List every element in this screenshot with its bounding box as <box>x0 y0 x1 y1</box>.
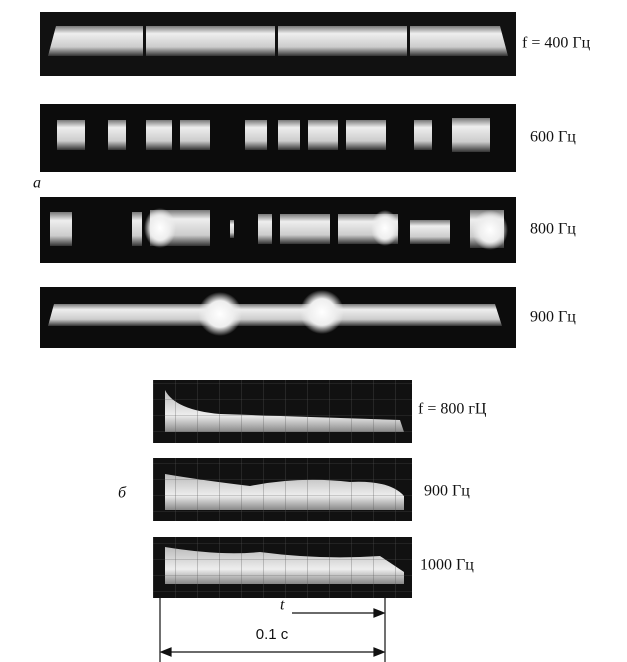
strip-label: f = 800 гЦ <box>418 401 487 418</box>
strip-label: 1000 Гц <box>420 557 474 574</box>
strip-label: 900 Гц <box>424 483 470 500</box>
time-axis <box>159 598 386 662</box>
time-duration: 0.1 с <box>256 626 289 643</box>
panel-label: б <box>118 485 127 502</box>
strip-label: 900 Гц <box>530 309 576 326</box>
panel-a-photos <box>40 12 516 348</box>
panel-b-photos <box>153 380 412 598</box>
panel-label: a <box>33 175 41 192</box>
strip-label: 800 Гц <box>530 221 576 238</box>
time-symbol: t <box>280 597 285 614</box>
strip-label: f = 400 Гц <box>522 35 591 52</box>
strip-label: 600 Гц <box>530 129 576 146</box>
